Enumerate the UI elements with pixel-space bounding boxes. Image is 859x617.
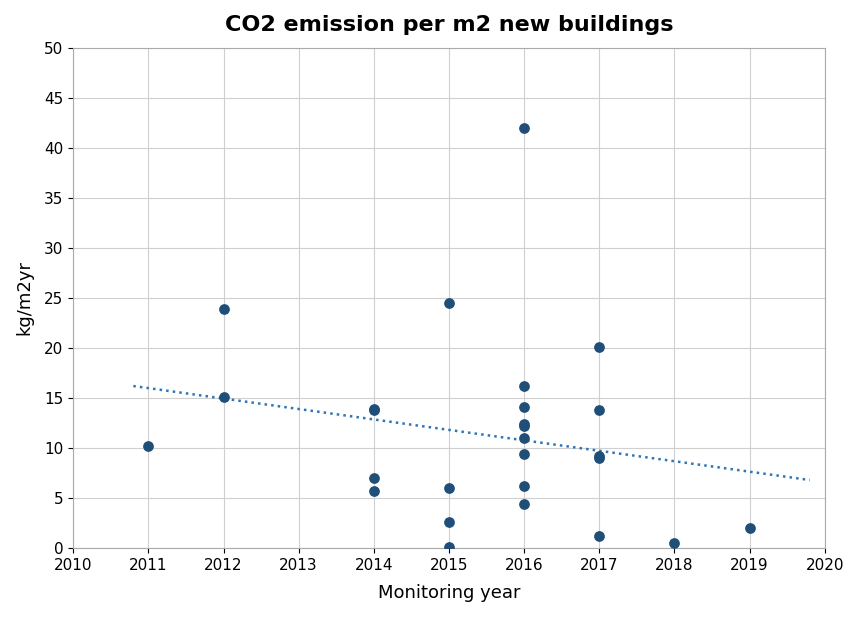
Point: [367, 405, 381, 415]
Point: [593, 405, 606, 415]
Point: [216, 392, 230, 402]
Point: [593, 453, 606, 463]
Point: [367, 473, 381, 483]
Point: [517, 499, 531, 509]
Point: [517, 433, 531, 443]
Point: [517, 449, 531, 459]
Point: [442, 542, 456, 552]
Point: [743, 523, 757, 533]
Point: [442, 298, 456, 308]
Point: [593, 451, 606, 461]
Point: [593, 342, 606, 352]
Y-axis label: kg/m2yr: kg/m2yr: [15, 260, 33, 336]
Point: [593, 531, 606, 541]
Point: [367, 486, 381, 496]
Point: [367, 404, 381, 414]
Point: [517, 421, 531, 431]
Point: [517, 419, 531, 429]
Point: [517, 381, 531, 391]
Point: [442, 483, 456, 493]
Title: CO2 emission per m2 new buildings: CO2 emission per m2 new buildings: [225, 15, 673, 35]
Point: [216, 304, 230, 314]
Point: [442, 517, 456, 527]
Point: [517, 481, 531, 491]
Point: [142, 441, 155, 451]
Point: [517, 402, 531, 412]
Point: [667, 538, 681, 548]
Point: [517, 123, 531, 133]
X-axis label: Monitoring year: Monitoring year: [378, 584, 521, 602]
